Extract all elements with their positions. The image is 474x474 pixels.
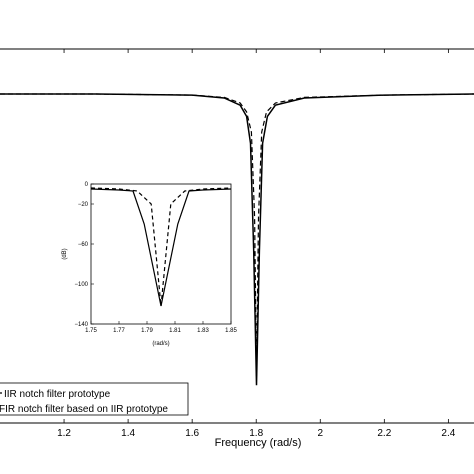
inset-y-axis-label: (dB) (62, 248, 68, 259)
main-x-tick-label: 2.4 (441, 428, 455, 439)
main-x-tick-label: 2 (317, 428, 323, 439)
legend-label-fir: FIR notch filter based on IIR prototype (0, 404, 168, 415)
main-x-tick-label: 1.6 (185, 428, 199, 439)
inset-series-fir-line (90, 188, 232, 307)
main-series-fir-line (0, 93, 474, 386)
inset-x-tick-label: 1.79 (141, 328, 153, 334)
inset-x-tick-label: 1.83 (197, 328, 209, 334)
main-series-group (0, 93, 474, 386)
legend: IIR notch filter prototype FIR notch fil… (0, 382, 189, 416)
main-x-tick-label: 1.8 (249, 428, 263, 439)
legend-box (0, 382, 189, 416)
inset-y-tick-label: −100 (74, 282, 88, 288)
inset-series-group (90, 187, 232, 307)
inset-ticks: 1.75 1.77 1.79 1.81 1.83 1.85 0 −20 −60 −100 −140 (74, 182, 237, 334)
legend-label-iir: IIR notch filter prototype (4, 389, 111, 400)
inset-y-tick-label: 0 (85, 182, 89, 188)
inset-series-iir-line (90, 187, 232, 307)
inset-x-axis-label: (rad/s) (152, 341, 169, 347)
inset-x-tick-label: 1.85 (225, 328, 237, 334)
inset-x-tick-label: 1.77 (113, 328, 125, 334)
main-x-tick-label: 2.2 (377, 428, 391, 439)
main-x-ticks: 1.2 1.4 1.6 1.8 2 2.2 2.4 (57, 49, 456, 439)
main-x-axis-label: Frequency (rad/s) (215, 437, 302, 449)
main-plot-frame (0, 48, 474, 424)
inset-x-tick-label: 1.81 (169, 328, 181, 334)
inset-x-tick-label: 1.75 (85, 328, 97, 334)
inset-y-tick-label: −60 (78, 242, 89, 248)
inset-y-tick-label: −140 (74, 322, 88, 328)
main-x-tick-label: 1.2 (57, 428, 71, 439)
inset-y-tick-label: −20 (78, 202, 89, 208)
main-x-tick-label: 1.4 (121, 428, 135, 439)
